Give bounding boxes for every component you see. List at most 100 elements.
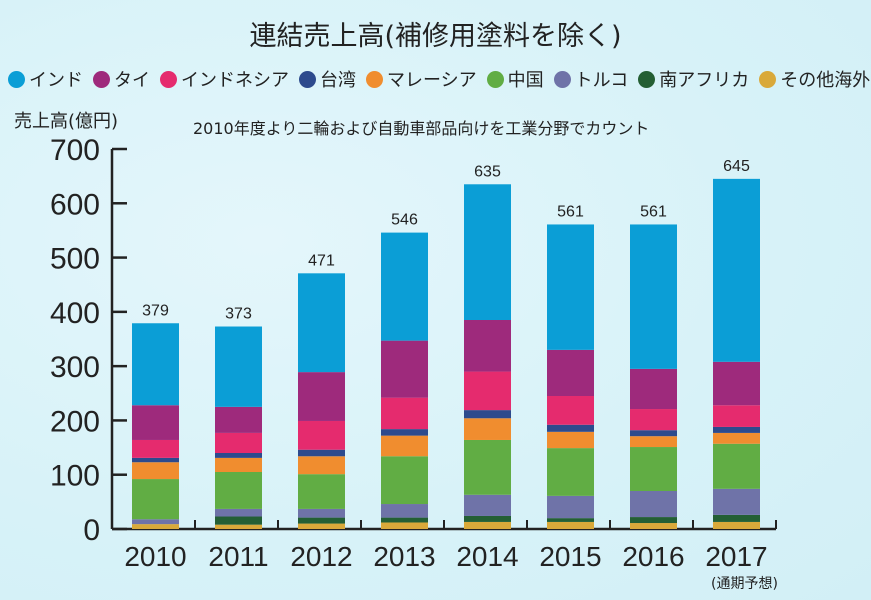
legend-dot-icon [160, 70, 177, 88]
bar-segment [132, 323, 179, 406]
bar-segment [630, 517, 677, 524]
legend-dot-icon [486, 70, 504, 88]
bar-segment [464, 184, 511, 320]
x-tick-label: 2017 [705, 541, 767, 572]
legend-label: 台湾 [320, 70, 356, 91]
bar-segment [298, 523, 345, 529]
bar-segment [547, 431, 594, 449]
bar-segment [381, 504, 428, 518]
total-data-label: 635 [474, 163, 501, 180]
bar-segment [132, 457, 179, 463]
bar-segment [132, 524, 179, 529]
y-tick-label: 600 [50, 188, 100, 221]
bar-segment [298, 456, 345, 475]
bar-segment [547, 349, 594, 396]
bar-segment [381, 232, 428, 341]
y-tick-label: 700 [50, 134, 100, 167]
bar-segment [547, 518, 594, 522]
y-tick-label: 200 [50, 405, 100, 438]
legend-label: インドネシア [181, 70, 289, 91]
bar-segment [464, 521, 511, 529]
bar-segment [132, 519, 179, 525]
legend-dot-icon [366, 70, 383, 88]
bar-segment [630, 491, 677, 518]
bar-segment [630, 368, 677, 410]
legend-item: トルコ [553, 66, 629, 92]
bar-segment [464, 494, 511, 516]
bar-segment [381, 456, 428, 505]
legend-dot-icon [299, 70, 316, 88]
legend-item: インドネシア [160, 66, 289, 92]
bar-segment [215, 432, 262, 453]
bar-segment [630, 447, 677, 491]
bar-segment [215, 472, 262, 509]
chart-title: 連結売上高(補修用塗料を除く) [249, 21, 622, 52]
bar-segment [381, 435, 428, 457]
x-tick-label: 2016 [622, 541, 684, 572]
bar-segment [630, 436, 677, 448]
x-tick-label: 2015 [539, 541, 601, 572]
bar-segment [464, 439, 511, 495]
legend-dot-icon [8, 70, 25, 88]
bar-segment [215, 524, 262, 529]
y-tick-label: 500 [50, 243, 100, 276]
bar-segment [215, 457, 262, 472]
bar-segment [298, 420, 345, 450]
legend-dot-icon [759, 70, 777, 88]
bar-segment [215, 453, 262, 458]
bar-segment [713, 178, 760, 362]
legend-label: トルコ [574, 70, 629, 91]
bar-segment [547, 495, 594, 519]
total-data-label: 379 [142, 302, 169, 319]
bar-segment [215, 508, 262, 517]
bar-segment [630, 409, 677, 431]
total-data-label: 645 [723, 158, 750, 175]
bar-segment [464, 410, 511, 419]
bar-segment [713, 514, 760, 522]
bar-segment [713, 426, 760, 433]
bar-segment [298, 273, 345, 373]
bar-segment [215, 406, 262, 433]
x-tick-label: 2014 [456, 541, 518, 572]
bar-segment [630, 430, 677, 437]
legend: インド タイ インドネシア 台湾 マレーシア 中国 トルコ 南アフリカ その他海外 [8, 66, 870, 92]
total-data-label: 471 [308, 252, 335, 269]
bar-segment [713, 405, 760, 427]
bar-segment [630, 224, 677, 369]
bar-segment [381, 340, 428, 398]
bar-segment [547, 424, 594, 432]
chart-subtitle: 2010年度より二輪および自動車部品向けを工業分野でカウント [193, 119, 650, 138]
bar-segment [132, 462, 179, 480]
bar-segment [713, 361, 760, 406]
bar-segment [298, 517, 345, 524]
x-tick-label: 2011 [208, 541, 268, 572]
x-tick-label: 2010 [124, 541, 186, 572]
legend-item: 台湾 [299, 66, 356, 92]
x-tick-note: (通期予想) [711, 576, 778, 592]
total-data-label: 561 [557, 203, 584, 220]
legend-dot-icon [553, 70, 571, 88]
bar-segment [547, 224, 594, 350]
bar-segment [132, 405, 179, 440]
bar-segment [215, 516, 262, 525]
legend-label: その他海外 [780, 70, 871, 91]
bar-segment [464, 515, 511, 522]
bar-segment [381, 429, 428, 436]
bar-segment [630, 523, 677, 529]
bar-segment [464, 418, 511, 440]
y-tick-label: 0 [83, 514, 100, 547]
bar-segment [298, 474, 345, 509]
bar-segment [713, 432, 760, 444]
y-tick-label: 300 [50, 351, 100, 384]
bar-segment [713, 521, 760, 529]
legend-item: 中国 [486, 66, 544, 92]
legend-label: インド [29, 70, 83, 91]
legend-label: タイ [114, 70, 150, 91]
legend-label: 南アフリカ [659, 70, 750, 91]
bar-segment [298, 449, 345, 457]
legend-item: マレーシア [366, 66, 477, 92]
bar-segment [381, 522, 428, 529]
legend-item: その他海外 [759, 66, 870, 92]
y-axis-label: 売上高(億円) [14, 111, 119, 132]
